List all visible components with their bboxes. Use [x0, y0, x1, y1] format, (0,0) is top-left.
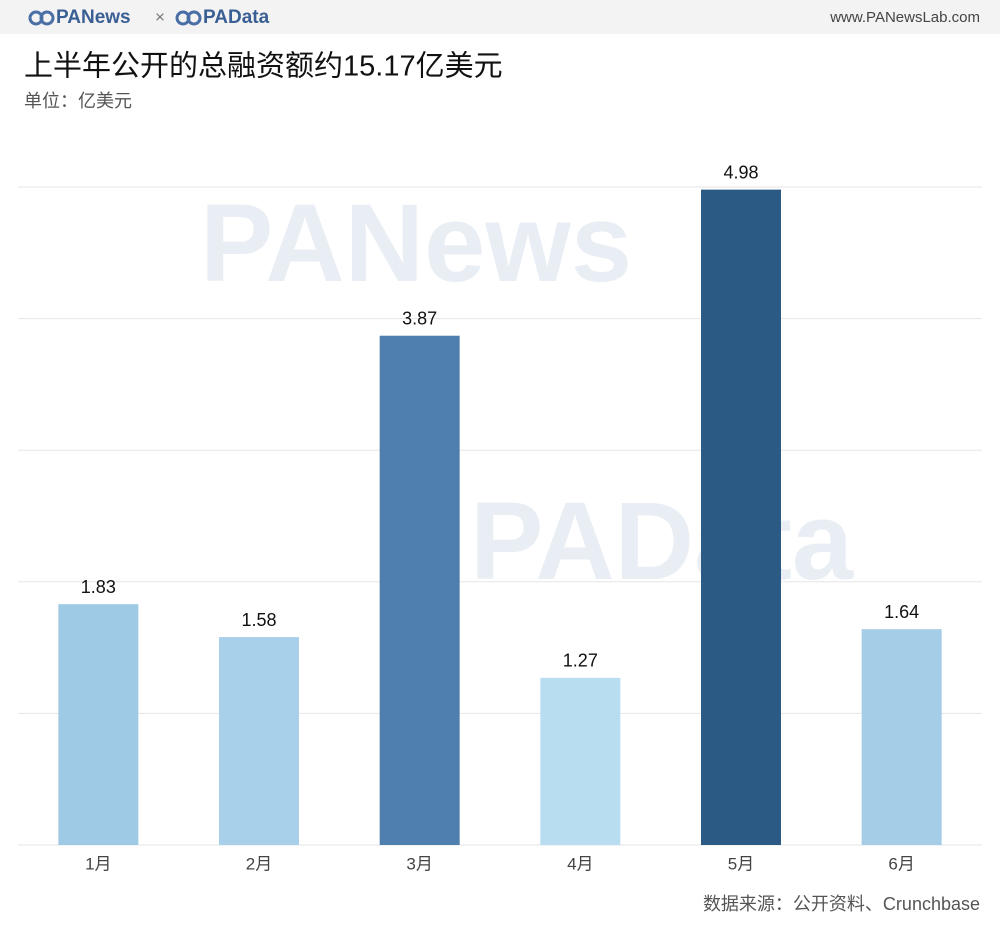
data-label: 4.98	[723, 162, 758, 182]
separator: ×	[155, 7, 165, 26]
bar	[58, 604, 139, 845]
brand: PAData	[203, 7, 270, 28]
bar	[540, 677, 621, 845]
x-tick-label: 3月	[406, 854, 432, 873]
data-label: 1.64	[884, 602, 919, 622]
data-label: 1.58	[241, 610, 276, 630]
header-bar	[0, 0, 1000, 34]
x-tick-label: 5月	[728, 854, 754, 873]
x-tick-label: 1月	[85, 854, 111, 873]
source: 数据来源：公开资料、Crunchbase	[703, 894, 980, 914]
x-tick-label: 4月	[567, 854, 593, 873]
x-tick-label: 6月	[888, 854, 914, 873]
x-tick-label: 2月	[246, 854, 272, 873]
subtitle: 单位：亿美元	[24, 91, 132, 111]
bar	[379, 335, 460, 845]
chart-title: 上半年公开的总融资额约15.17亿美元	[24, 50, 503, 83]
bar	[701, 189, 781, 845]
bar	[861, 629, 942, 845]
data-label: 1.83	[81, 577, 116, 597]
brand: PANews	[56, 7, 131, 28]
data-label: 3.87	[402, 308, 437, 328]
bar	[219, 637, 299, 845]
watermark: PANews	[200, 182, 632, 305]
logo-icon	[28, 10, 202, 26]
url: www.PANewsLab.com	[829, 9, 980, 26]
watermark: PAData	[470, 480, 854, 603]
data-label: 1.27	[563, 651, 598, 671]
